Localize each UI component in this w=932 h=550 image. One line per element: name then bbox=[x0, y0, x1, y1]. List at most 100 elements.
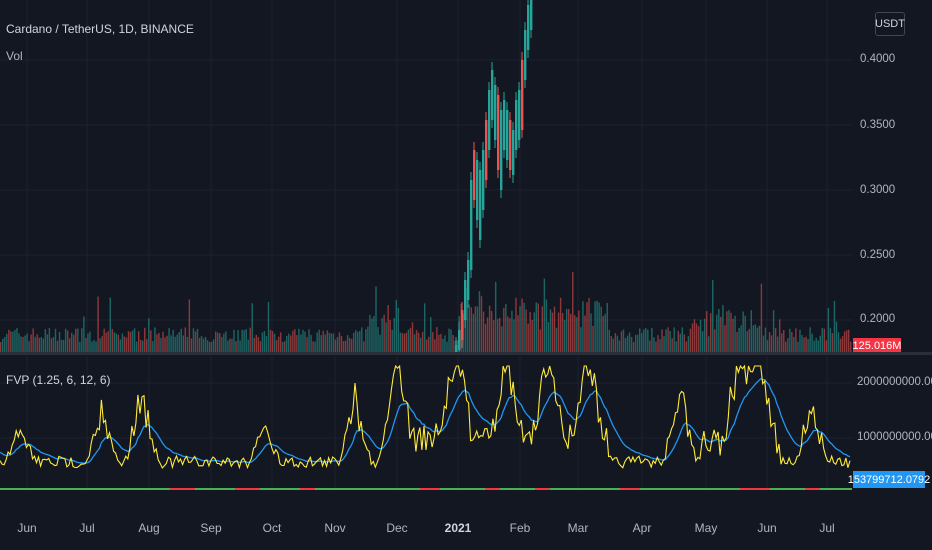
volume-bar bbox=[332, 333, 335, 352]
indicator-canvas[interactable] bbox=[0, 356, 852, 491]
volume-bar bbox=[703, 318, 706, 352]
volume-bar bbox=[62, 339, 65, 352]
volume-bar bbox=[156, 334, 158, 352]
volume-bar bbox=[833, 300, 836, 352]
volume-bar bbox=[30, 334, 32, 352]
volume-bar bbox=[527, 323, 529, 352]
volume-bar bbox=[772, 310, 775, 352]
volume-bar bbox=[328, 332, 331, 352]
volume-bar bbox=[352, 332, 355, 352]
pane-divider[interactable] bbox=[0, 352, 932, 355]
volume-bar bbox=[219, 333, 221, 352]
volume-bar bbox=[338, 332, 341, 352]
volume-bar bbox=[490, 311, 493, 352]
volume-bar bbox=[6, 333, 8, 352]
price-candle bbox=[464, 280, 467, 320]
volume-bar bbox=[344, 340, 347, 352]
volume-bar bbox=[421, 331, 424, 352]
volume-bar bbox=[251, 303, 253, 352]
volume-bar bbox=[208, 341, 211, 352]
volume-bar bbox=[537, 303, 539, 352]
volume-bar bbox=[245, 329, 247, 352]
volume-bar bbox=[206, 340, 209, 352]
volume-bar bbox=[785, 341, 787, 352]
volume-bar bbox=[797, 341, 799, 352]
volume-bar bbox=[503, 308, 505, 352]
volume-bar bbox=[10, 331, 12, 352]
volume-bar bbox=[129, 332, 132, 352]
volume-bar bbox=[16, 328, 18, 352]
volume-bar bbox=[192, 328, 195, 352]
volume-bar bbox=[679, 333, 681, 352]
volume-bar bbox=[436, 327, 438, 352]
volume-bar bbox=[48, 327, 51, 352]
volume-bar bbox=[756, 327, 759, 352]
volume-bar bbox=[42, 338, 45, 352]
volume-bar bbox=[689, 328, 692, 352]
volume-bar bbox=[334, 339, 337, 352]
volume-bar bbox=[720, 316, 722, 352]
price-chart-canvas[interactable] bbox=[0, 0, 852, 352]
volume-bar bbox=[131, 330, 134, 352]
volume-bar bbox=[600, 306, 602, 352]
volume-bar bbox=[438, 334, 440, 352]
volume-bar bbox=[117, 334, 120, 352]
volume-bar bbox=[40, 337, 42, 352]
volume-bar bbox=[426, 339, 428, 352]
volume-bar bbox=[667, 327, 669, 352]
volume-bar bbox=[221, 337, 223, 352]
volume-bar bbox=[188, 299, 191, 352]
price-chart-pane[interactable] bbox=[0, 0, 852, 352]
volume-bar bbox=[281, 341, 284, 352]
volume-bar bbox=[492, 320, 495, 352]
volume-bar bbox=[517, 315, 519, 352]
volume-bar bbox=[813, 340, 815, 352]
volume-bar bbox=[545, 299, 548, 352]
volume-bar bbox=[847, 329, 850, 352]
volume-bar bbox=[478, 291, 481, 352]
volume-bar bbox=[367, 326, 369, 352]
volume-bar bbox=[393, 318, 395, 352]
time-label-year: 2021 bbox=[444, 521, 472, 535]
volume-bar bbox=[213, 339, 215, 352]
volume-bar bbox=[93, 340, 95, 352]
volume-bar bbox=[292, 330, 294, 352]
volume-bar bbox=[415, 330, 418, 352]
volume-bar bbox=[75, 328, 77, 352]
volume-bar bbox=[8, 329, 10, 352]
volume-bar bbox=[170, 335, 172, 352]
volume-bar bbox=[829, 328, 832, 352]
price-tick: 0.3000 bbox=[860, 184, 896, 196]
volume-bar bbox=[95, 341, 97, 352]
indicator-pane[interactable] bbox=[0, 356, 852, 491]
volume-bar bbox=[288, 333, 290, 352]
volume-bar bbox=[101, 336, 103, 352]
volume-bar bbox=[373, 315, 375, 352]
volume-bar bbox=[474, 306, 477, 352]
volume-bar bbox=[831, 333, 834, 352]
price-candle bbox=[467, 260, 470, 300]
volume-bar bbox=[724, 325, 726, 352]
volume-bar bbox=[750, 310, 752, 352]
volume-bar bbox=[296, 335, 298, 352]
volume-bar bbox=[340, 336, 343, 352]
volume-bar bbox=[799, 329, 801, 352]
time-axis[interactable] bbox=[0, 491, 852, 550]
volume-bar bbox=[267, 301, 270, 352]
volume-bar bbox=[99, 338, 101, 352]
volume-bar bbox=[574, 315, 576, 352]
volume-bar bbox=[671, 338, 673, 352]
volume-bar bbox=[738, 327, 740, 352]
price-candle bbox=[527, 5, 530, 50]
volume-bar bbox=[379, 334, 381, 352]
volume-bar bbox=[845, 330, 848, 352]
volume-bar bbox=[271, 331, 274, 352]
volume-bar bbox=[263, 331, 266, 352]
volume-bar bbox=[142, 340, 144, 352]
price-tick: 0.2000 bbox=[860, 313, 896, 325]
volume-bar bbox=[821, 327, 823, 352]
indicator-tick: 1000000000.0000 bbox=[857, 431, 932, 443]
volume-bar bbox=[125, 337, 128, 352]
currency-button[interactable]: USDT bbox=[875, 12, 905, 36]
volume-bar bbox=[450, 329, 452, 352]
